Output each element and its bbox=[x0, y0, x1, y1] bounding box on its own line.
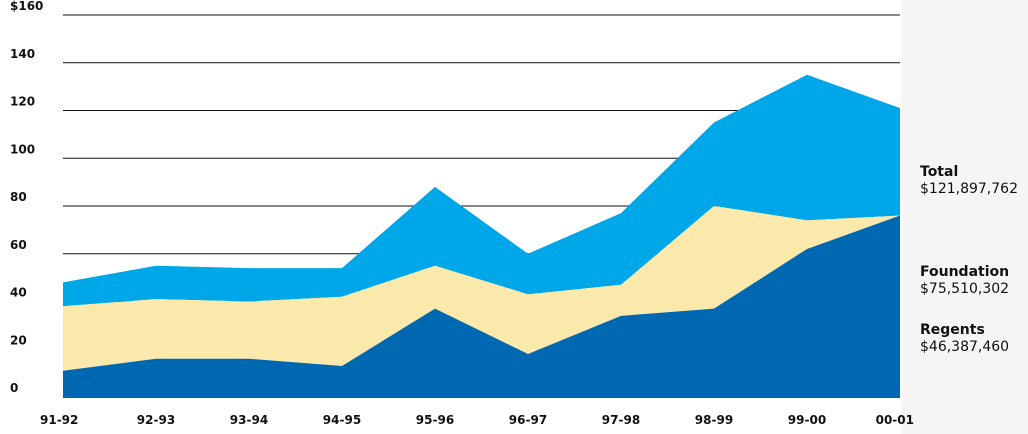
legend-total-name: Total bbox=[920, 164, 959, 180]
y-tick-label: 60 bbox=[10, 238, 27, 252]
x-tick-label: 97-98 bbox=[602, 413, 640, 427]
y-tick-label: 140 bbox=[10, 47, 35, 61]
legend-panel bbox=[902, 0, 1028, 434]
x-tick-label: 93-94 bbox=[230, 413, 268, 427]
x-tick-label: 94-95 bbox=[323, 413, 361, 427]
legend-foundation: Foundation $75,510,302 bbox=[920, 264, 1009, 298]
legend-foundation-name: Foundation bbox=[920, 264, 1010, 280]
y-tick-label: 40 bbox=[10, 286, 27, 300]
x-tick-label: 92-93 bbox=[137, 413, 175, 427]
y-tick-label: 100 bbox=[10, 142, 35, 156]
x-tick-label: 98-99 bbox=[695, 413, 733, 427]
y-tick-label: 0 bbox=[10, 381, 18, 395]
area-total bbox=[63, 74, 900, 307]
y-tick-label: $160 bbox=[10, 0, 43, 13]
x-tick-label: 96-97 bbox=[509, 413, 547, 427]
legend-foundation-value: $75,510,302 bbox=[920, 281, 1010, 297]
area-foundation bbox=[63, 206, 900, 371]
x-tick-label: 99-00 bbox=[788, 413, 826, 427]
y-axis-tick-labels: 0 20 40 60 80 100 120 140 $160 bbox=[10, 0, 43, 395]
x-tick-label: 95-96 bbox=[416, 413, 454, 427]
y-tick-label: 80 bbox=[10, 190, 27, 204]
legend-total: Total $121,897,762 bbox=[920, 164, 1018, 198]
legend-total-value: $121,897,762 bbox=[920, 181, 1018, 197]
x-tick-label: 00-01 bbox=[876, 413, 914, 427]
legend-regents-value: $46,387,460 bbox=[920, 339, 1010, 355]
x-axis-tick-labels: 91-92 92-93 93-94 94-95 95-96 96-97 97-98 98-99… bbox=[40, 413, 914, 427]
legend-regents-name: Regents bbox=[920, 322, 985, 338]
legend-regents: Regents $46,387,460 bbox=[920, 322, 1009, 356]
area-series bbox=[63, 74, 900, 397]
y-tick-label: 120 bbox=[10, 95, 35, 109]
y-tick-label: 20 bbox=[10, 333, 27, 347]
area-regents bbox=[63, 215, 900, 397]
x-tick-label: 91-92 bbox=[40, 413, 78, 427]
